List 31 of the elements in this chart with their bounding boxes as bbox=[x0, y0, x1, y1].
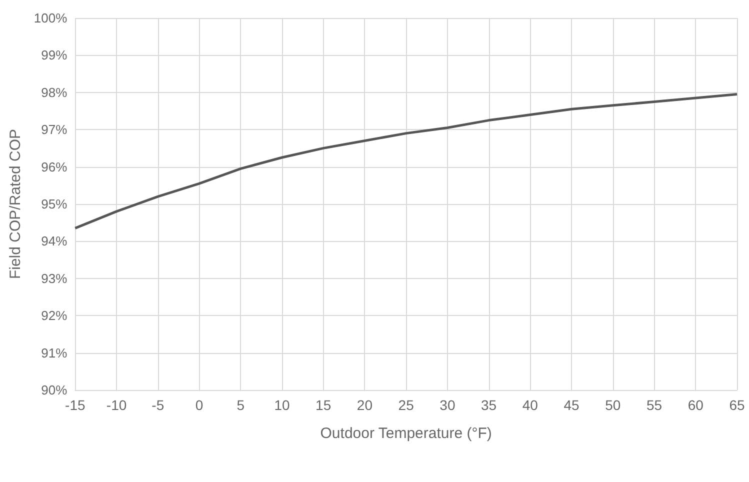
y-tick-label: 95% bbox=[41, 196, 68, 212]
x-tick-label: 65 bbox=[729, 397, 745, 413]
y-tick-label: 90% bbox=[41, 382, 68, 398]
x-tick-label: 45 bbox=[564, 397, 580, 413]
y-tick-label: 96% bbox=[41, 159, 68, 174]
y-axis-title: Field COP/Rated COP bbox=[7, 128, 24, 280]
y-tick-label: 99% bbox=[41, 48, 68, 63]
x-tick-label: 50 bbox=[605, 397, 621, 413]
y-tick-label: 100% bbox=[34, 10, 68, 26]
line-series bbox=[74, 93, 738, 230]
x-tick-label: 60 bbox=[688, 397, 704, 413]
x-tick-label: -15 bbox=[65, 397, 86, 413]
y-tick-label: 91% bbox=[41, 345, 68, 360]
x-tick-label: 40 bbox=[522, 397, 538, 413]
x-tick-label: 25 bbox=[398, 397, 414, 413]
y-tick-label: 92% bbox=[41, 308, 68, 324]
y-tick-label: 97% bbox=[41, 122, 68, 138]
x-tick-label: 5 bbox=[236, 397, 245, 413]
x-tick-label: -5 bbox=[152, 397, 164, 413]
x-axis-title: Outdoor Temperature (°F) bbox=[320, 425, 492, 442]
y-tick-label: 93% bbox=[41, 270, 68, 286]
x-tick-label: 0 bbox=[195, 397, 204, 413]
x-tick-label: -10 bbox=[106, 397, 127, 413]
y-tick-label: 94% bbox=[41, 234, 68, 249]
x-tick-label: 15 bbox=[316, 397, 332, 413]
y-tick-label: 98% bbox=[41, 84, 68, 100]
x-tick-label: 35 bbox=[481, 397, 497, 413]
x-tick-label: 55 bbox=[646, 397, 662, 413]
x-tick-label: 20 bbox=[356, 397, 373, 413]
x-tick-label: 10 bbox=[274, 397, 290, 413]
x-tick-label: 30 bbox=[440, 397, 456, 413]
